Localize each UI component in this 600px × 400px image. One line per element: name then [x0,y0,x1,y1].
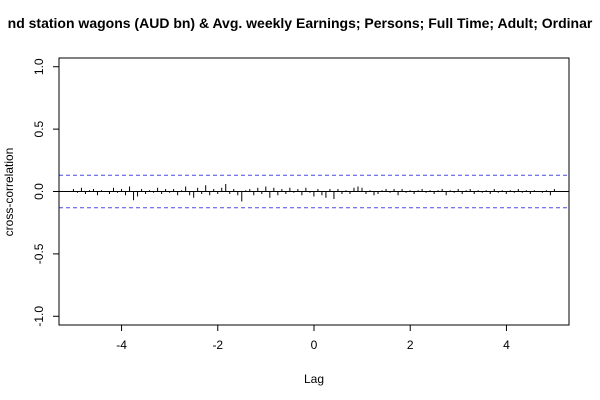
y-tick-label: 1.0 [32,58,46,75]
confidence-bounds [59,174,569,209]
y-tick-label: -0.5 [32,243,46,264]
y-tick-label: 0.5 [32,120,46,137]
y-tick-label: 0.0 [32,183,46,200]
x-tick-label: 0 [311,338,318,352]
x-tick-label: -2 [212,338,223,352]
y-axis-label: cross-correlation [2,148,16,237]
x-tick-label: 4 [503,338,510,352]
ccf-bars [72,184,555,202]
y-axis: -1.0 -0.5 0.0 0.5 1.0 [32,58,60,327]
y-tick-label: -1.0 [32,306,46,327]
chart-title: nd station wagons (AUD bn) & Avg. weekly… [8,15,593,31]
x-tick-label: 2 [407,338,414,352]
x-axis-label: Lag [304,372,324,386]
x-tick-label: -4 [116,338,127,352]
x-axis: -4 -2 0 2 4 [116,324,510,352]
